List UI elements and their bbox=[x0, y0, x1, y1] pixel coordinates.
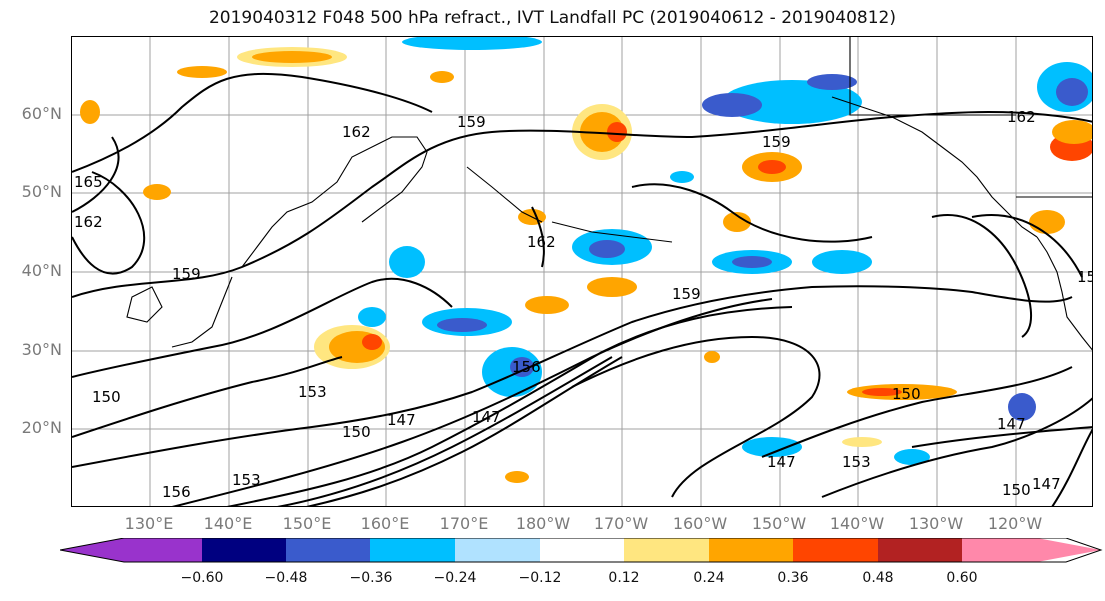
contour-label: 147 bbox=[1032, 475, 1061, 493]
colorbar-segment bbox=[793, 538, 878, 562]
colorbar-tick: −0.60 bbox=[180, 570, 224, 586]
colorbar-tick: 0.60 bbox=[946, 570, 978, 586]
contour-label: 147 bbox=[767, 453, 796, 471]
contour-label: 162 bbox=[1007, 108, 1036, 126]
contour-label: 147 bbox=[472, 408, 501, 426]
lon-label: 130°E bbox=[124, 514, 174, 533]
lat-label-30n: 30°N bbox=[21, 340, 62, 359]
map-svg: 159 162 159 162 165 162 159 159 153 150 … bbox=[72, 37, 1093, 506]
colorbar-tick: −0.12 bbox=[518, 570, 562, 586]
lon-label: 150°W bbox=[751, 514, 807, 533]
colorbar-segment bbox=[286, 538, 371, 562]
contour-label: 162 bbox=[342, 123, 371, 141]
refractivity-contours bbox=[72, 72, 1092, 506]
contour-label: 147 bbox=[997, 415, 1026, 433]
colorbar bbox=[60, 538, 1103, 563]
colorbar-tick: 0.48 bbox=[862, 570, 894, 586]
contour-label: 162 bbox=[527, 233, 556, 251]
colorbar-tick: −0.36 bbox=[349, 570, 393, 586]
lat-label-60n: 60°N bbox=[21, 104, 62, 123]
map-title: 2019040312 F048 500 hPa refract., IVT La… bbox=[208, 8, 896, 28]
lon-label: 150°E bbox=[282, 514, 332, 533]
lat-label-50n: 50°N bbox=[21, 182, 62, 201]
contour-label: 150 bbox=[92, 388, 121, 406]
colorbar-segment bbox=[124, 538, 209, 562]
colorbar-extend-low bbox=[60, 538, 124, 562]
contour-label: 153 bbox=[842, 453, 871, 471]
contour-label: 156 bbox=[162, 483, 191, 501]
contour-label: 153 bbox=[1077, 268, 1093, 286]
colorbar-tick: −0.48 bbox=[264, 570, 308, 586]
contour-label: 153 bbox=[232, 471, 261, 489]
contour-label: 153 bbox=[298, 383, 327, 401]
lon-label: 140°E bbox=[203, 514, 253, 533]
colorbar-segment bbox=[962, 538, 1037, 562]
colorbar-segment bbox=[540, 538, 625, 562]
contour-label: 159 bbox=[172, 265, 201, 283]
colorbar-tick: 0.36 bbox=[777, 570, 809, 586]
contour-label: 165 bbox=[74, 173, 103, 191]
colorbar-segment bbox=[202, 538, 287, 562]
positive-anomaly-fill bbox=[80, 47, 1092, 483]
lat-label-40n: 40°N bbox=[21, 261, 62, 280]
lon-label: 160°E bbox=[360, 514, 410, 533]
colorbar-segment bbox=[709, 538, 794, 562]
colorbar-segment bbox=[624, 538, 709, 562]
colorbar-outline bbox=[60, 538, 1103, 563]
lon-label: 160°W bbox=[672, 514, 728, 533]
map-panel: 159 162 159 162 165 162 159 159 153 150 … bbox=[71, 36, 1093, 507]
lon-label: 140°W bbox=[829, 514, 885, 533]
lon-label: 180°W bbox=[515, 514, 571, 533]
contour-label: 150 bbox=[342, 423, 371, 441]
colorbar-tick: −0.24 bbox=[433, 570, 477, 586]
contour-label: 150 bbox=[892, 385, 921, 403]
colorbar-segment bbox=[455, 538, 540, 562]
contour-label: 159 bbox=[762, 133, 791, 151]
coastlines bbox=[126, 37, 1092, 351]
contour-label-group: 159 162 159 162 165 162 159 159 153 150 … bbox=[74, 108, 1093, 501]
contour-label: 162 bbox=[74, 213, 103, 231]
contour-label: 150 bbox=[1002, 481, 1031, 499]
colorbar-segment bbox=[370, 538, 455, 562]
contour-label: 159 bbox=[457, 113, 486, 131]
colorbar-tick: 0.24 bbox=[693, 570, 725, 586]
contour-label: 156 bbox=[512, 358, 541, 376]
colorbar-segment bbox=[878, 538, 963, 562]
contour-label: 159 bbox=[672, 285, 701, 303]
colorbar-extend-high bbox=[1037, 538, 1101, 562]
lon-label: 130°W bbox=[908, 514, 964, 533]
lon-label: 170°E bbox=[439, 514, 489, 533]
lon-label: 120°W bbox=[987, 514, 1043, 533]
lon-label: 170°W bbox=[593, 514, 649, 533]
colorbar-tick: 0.12 bbox=[608, 570, 640, 586]
lat-label-20n: 20°N bbox=[21, 418, 62, 437]
contour-label: 147 bbox=[387, 411, 416, 429]
negative-anomaly-fill bbox=[358, 37, 1092, 465]
